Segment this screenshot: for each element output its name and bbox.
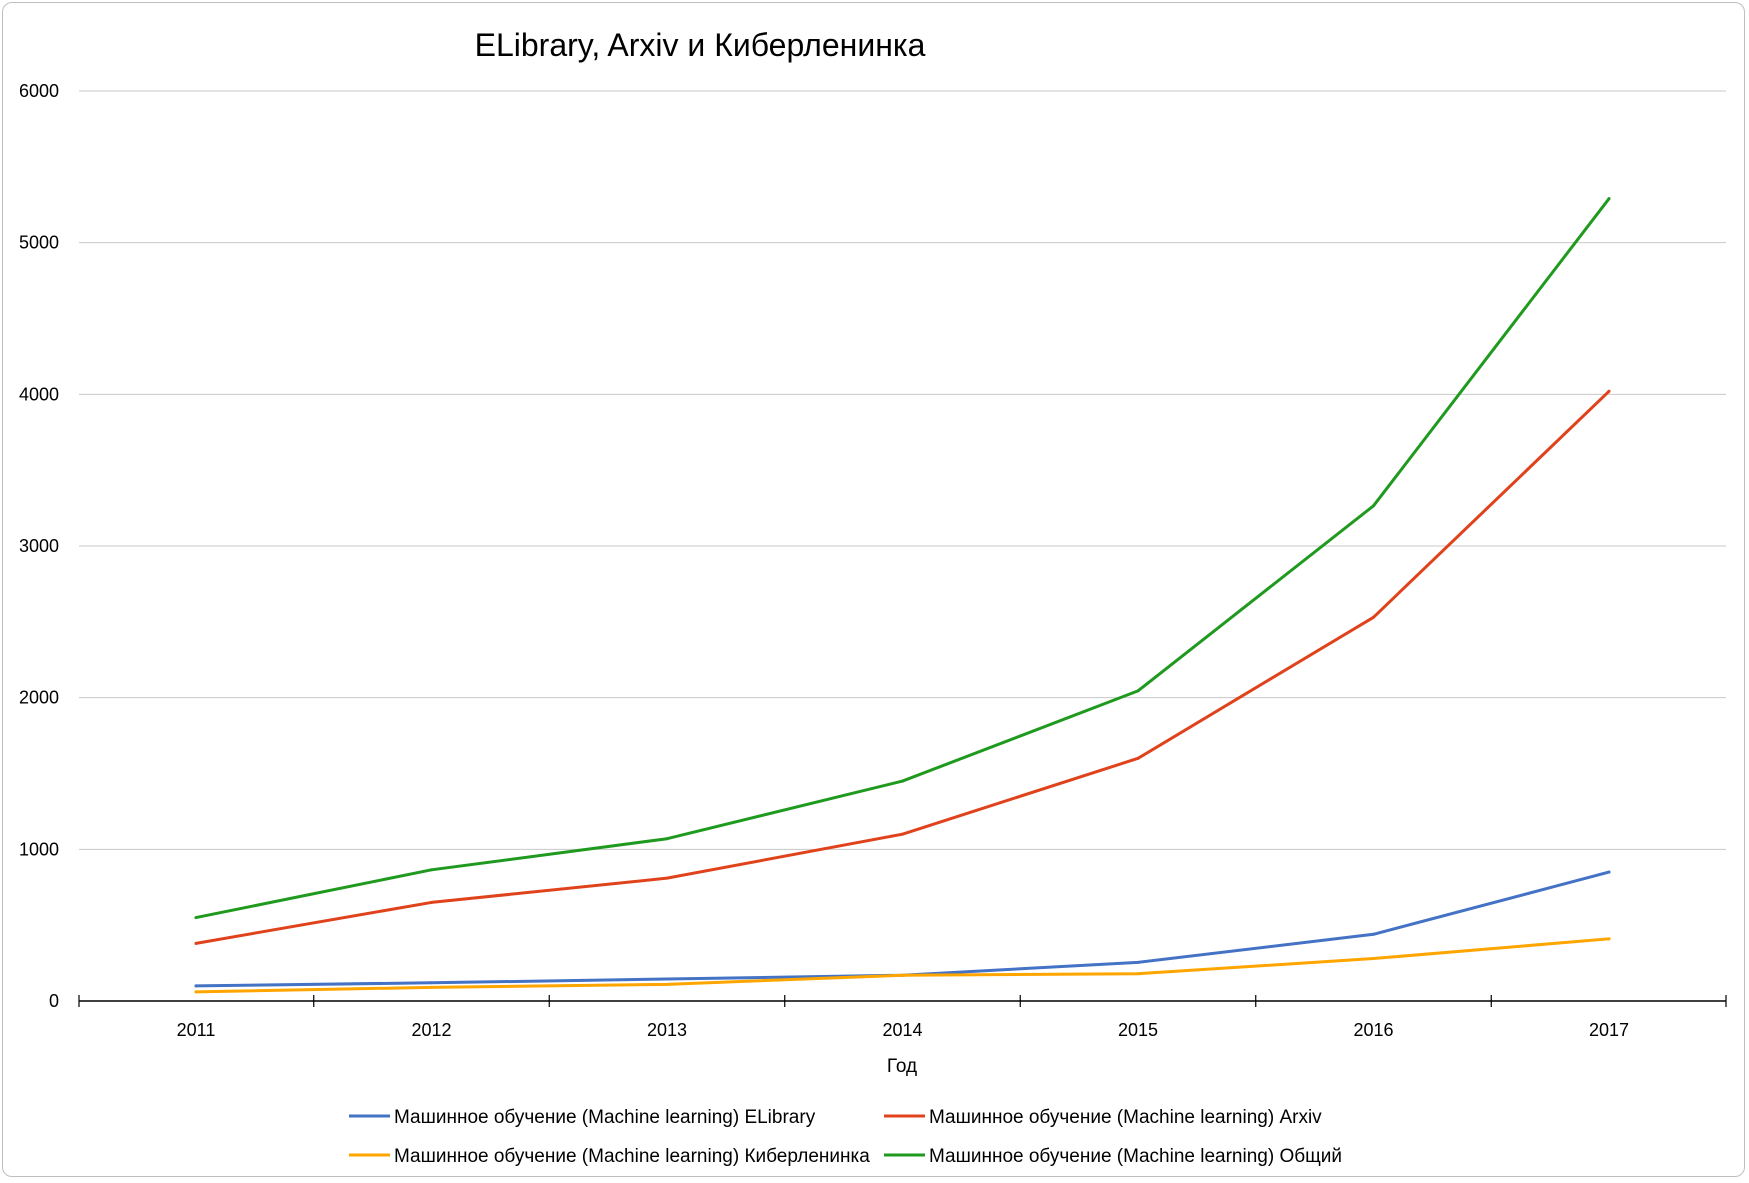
legend-label: Машинное обучение (Machine learning) Arx…	[929, 1107, 1322, 1128]
data-point	[1607, 389, 1611, 393]
x-tick-label: 2011	[177, 1020, 216, 1040]
y-tick-label: 6000	[19, 81, 59, 101]
data-point	[430, 985, 433, 989]
data-point	[665, 977, 669, 981]
data-point	[665, 837, 669, 841]
data-point	[1136, 960, 1140, 964]
data-point	[194, 916, 198, 920]
data-point	[1136, 972, 1140, 976]
line-chart: ELibrary, Arxiv и Киберленинка 2011 2012 2…	[19, 27, 1727, 1167]
data-point	[1372, 957, 1375, 961]
legend-item: Машинное обучение (Machine learning) Общ…	[884, 1146, 1342, 1167]
y-tick-label: 2000	[19, 688, 59, 708]
y-tick-label: 3000	[19, 536, 59, 556]
x-tick-label: 2014	[882, 1020, 922, 1040]
data-point	[430, 868, 433, 872]
y-axis: 0 1000 2000 3000 4000 5000 6000	[19, 81, 59, 1011]
x-tick-label: 2013	[647, 1020, 687, 1040]
data-point	[1607, 197, 1611, 201]
data-point	[901, 779, 904, 783]
data-point	[665, 876, 669, 880]
legend-item: Машинное обучение (Machine learning) Arx…	[884, 1107, 1322, 1128]
data-point	[665, 982, 669, 986]
series-lines	[194, 197, 1611, 994]
data-point	[1607, 937, 1611, 941]
legend-label: Машинное обучение (Machine learning) ELi…	[394, 1107, 816, 1128]
y-tick-label: 0	[49, 991, 59, 1011]
legend: Машинное обучение (Machine learning) ELi…	[349, 1107, 1342, 1167]
series-line	[194, 870, 1611, 988]
data-point	[1372, 932, 1375, 936]
x-tick-label: 2012	[411, 1020, 451, 1040]
x-tick-label: 2017	[1589, 1020, 1629, 1040]
data-point	[1136, 756, 1140, 760]
data-point	[194, 984, 198, 988]
y-tick-label: 5000	[19, 233, 59, 253]
y-tick-label: 1000	[19, 839, 59, 859]
data-point	[901, 973, 904, 977]
data-point	[194, 990, 198, 994]
y-tick-label: 4000	[19, 384, 59, 404]
data-point	[1372, 504, 1375, 508]
gridlines	[79, 90, 1726, 850]
x-tick-label: 2016	[1353, 1020, 1393, 1040]
legend-item: Машинное обучение (Machine learning) ELi…	[349, 1107, 816, 1128]
legend-label: Машинное обучение (Machine learning) Общ…	[929, 1146, 1342, 1167]
x-axis-label: Год	[887, 1056, 917, 1077]
chart-title: ELibrary, Arxiv и Киберленинка	[475, 27, 926, 63]
data-point	[901, 832, 904, 836]
legend-label: Машинное обучение (Machine learning) Киб…	[394, 1146, 870, 1167]
x-tick-label: 2015	[1118, 1020, 1158, 1040]
legend-item: Машинное обучение (Machine learning) Киб…	[349, 1146, 870, 1167]
data-point	[1607, 870, 1611, 874]
data-point	[430, 900, 433, 904]
data-point	[1136, 689, 1140, 693]
series-line	[194, 197, 1611, 920]
x-axis: 2011 2012 2013 2014 2015 2016 2017	[78, 995, 1727, 1040]
data-point	[430, 981, 433, 985]
data-point	[1372, 615, 1375, 619]
data-point	[194, 941, 198, 945]
